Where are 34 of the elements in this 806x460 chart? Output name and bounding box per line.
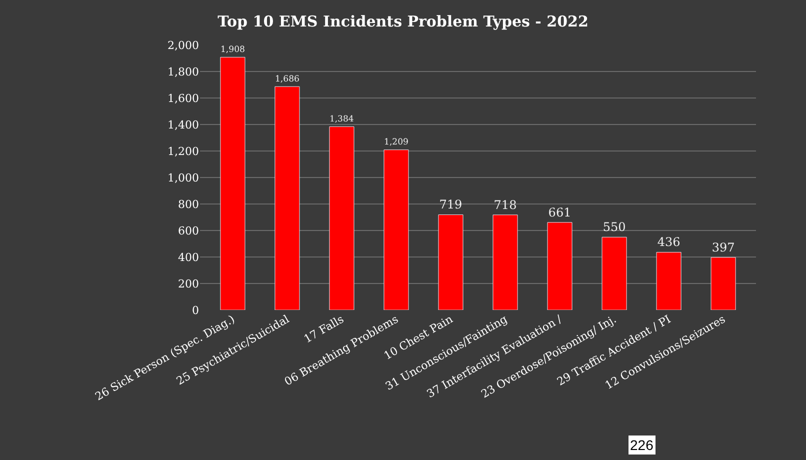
data-label: 436 [657, 235, 680, 250]
data-label: 397 [712, 240, 735, 254]
y-tick-label: 1,200 [168, 144, 199, 158]
y-tick-label: 600 [178, 224, 199, 238]
data-label: 719 [439, 198, 462, 212]
bar [274, 86, 300, 310]
bar [492, 214, 518, 310]
chart-title: Top 10 EMS Incidents Problem Types - 2022 [218, 12, 588, 31]
bar [710, 257, 736, 310]
data-label: 718 [494, 198, 517, 212]
y-tick-label: 1,000 [168, 171, 199, 184]
bar [438, 214, 464, 310]
data-label: 1,384 [329, 114, 354, 124]
bar [547, 222, 572, 310]
bar [602, 236, 627, 310]
y-tick-label: 1,400 [168, 118, 199, 132]
bar [220, 56, 246, 310]
x-tick-label: 17 Falls [302, 312, 346, 346]
y-tick-label: 1,600 [168, 92, 199, 105]
bar [384, 150, 409, 310]
data-label: 1,209 [384, 138, 408, 148]
y-tick-label: 0 [192, 304, 199, 317]
y-tick-label: 200 [178, 277, 199, 290]
data-label: 1,908 [220, 45, 245, 56]
y-tick-label: 400 [178, 250, 199, 264]
data-label: 1,686 [274, 74, 300, 84]
bar [329, 126, 354, 310]
y-tick-label: 800 [178, 198, 199, 211]
y-tick-label: 2,000 [168, 38, 199, 52]
bar [656, 252, 682, 310]
text: 226 [630, 437, 654, 453]
data-label: 550 [602, 220, 626, 234]
data-label: 661 [548, 205, 572, 220]
y-tick-label: 1,800 [168, 65, 199, 78]
